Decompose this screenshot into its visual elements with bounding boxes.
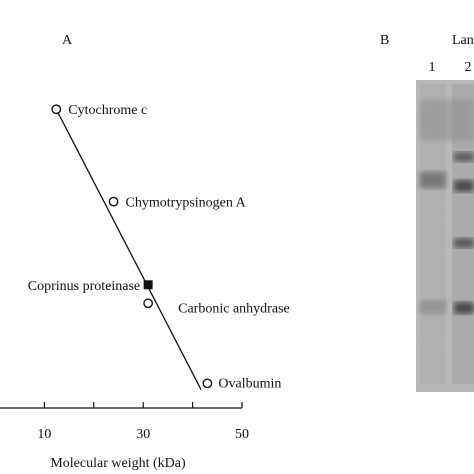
point-carbonic-anhydrase: [143, 298, 154, 309]
gel-lane-1-label: 1: [429, 60, 436, 75]
x-axis-title: Molecular weight (kDa): [50, 456, 186, 471]
gel-band-3: [454, 180, 474, 192]
x-tick-label: 50: [235, 427, 249, 442]
fit-line: [55, 108, 202, 390]
point-cytochrome-c: [51, 104, 62, 115]
x-tick-label: 10: [37, 427, 51, 442]
point-ovalbumin: [202, 378, 213, 389]
gel-smear-top: [420, 100, 474, 140]
label-ovalbumin: Ovalbumin: [218, 376, 281, 391]
gel-lane-2-label: 2: [465, 60, 472, 75]
point-chymotrypsinogen-a: [108, 196, 119, 207]
point-coprinus-proteinase: [143, 280, 153, 290]
panel-b-label: B: [380, 33, 389, 48]
gel-band-4: [454, 238, 474, 248]
panel-a-label: A: [62, 33, 73, 48]
gel-band-5: [454, 302, 474, 314]
gel-band-2: [454, 152, 474, 162]
label-carbonic-anhydrase: Carbonic anhydrase: [178, 301, 290, 316]
gel-band-6: [420, 300, 446, 314]
gel-image: [416, 80, 474, 392]
label-chymotrypsinogen-a: Chymotrypsinogen A: [126, 196, 247, 211]
gel-band-1: [420, 172, 446, 188]
label-coprinus-proteinase: Coprinus proteinase: [28, 279, 140, 294]
label-cytochrome-c: Cytochrome c: [68, 103, 147, 118]
plot-area: 10 30 50 Cytochrome c Chymotrypsinogen A Carb…: [0, 103, 290, 442]
x-tick-label: 30: [136, 427, 150, 442]
gel-header: Lan: [452, 33, 474, 48]
